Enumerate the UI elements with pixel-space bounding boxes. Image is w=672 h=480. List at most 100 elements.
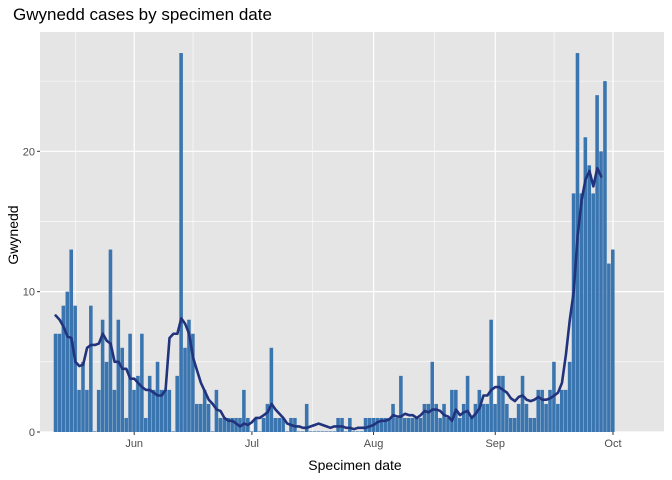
bar	[340, 417, 344, 432]
bar	[167, 389, 172, 432]
y-axis: 0 10 20	[23, 146, 40, 439]
bar	[175, 375, 179, 432]
bar	[489, 319, 493, 432]
bar	[116, 319, 121, 432]
bar	[556, 403, 560, 432]
bar	[320, 431, 325, 432]
bar	[281, 417, 285, 432]
bar	[151, 389, 156, 432]
bar	[442, 403, 446, 432]
bar	[53, 333, 58, 432]
bar	[524, 403, 529, 432]
bar	[304, 403, 309, 432]
bar	[422, 403, 427, 432]
x-tick-label: Jun	[125, 438, 143, 450]
bar	[81, 361, 85, 432]
bar	[253, 417, 258, 432]
bar	[469, 417, 474, 432]
bar	[587, 165, 592, 432]
bar	[108, 249, 113, 432]
bar	[312, 431, 317, 432]
y-tick-label: 10	[23, 287, 35, 299]
x-tick-label: Jul	[245, 438, 259, 450]
bar	[367, 417, 372, 432]
bar	[261, 417, 266, 432]
bar	[128, 333, 132, 432]
bar	[516, 403, 521, 432]
bar	[183, 347, 187, 432]
bar	[104, 361, 109, 432]
bar	[124, 417, 128, 432]
bar	[410, 417, 415, 432]
bar	[316, 431, 321, 432]
bar	[430, 361, 435, 432]
x-axis-title: Specimen date	[308, 457, 402, 473]
bar	[218, 417, 223, 432]
bar	[493, 403, 497, 432]
bar	[560, 389, 564, 432]
bar	[571, 193, 576, 432]
bar	[226, 417, 230, 432]
bar	[395, 417, 399, 432]
bar	[112, 389, 117, 432]
bar	[512, 417, 517, 432]
bar	[77, 389, 81, 432]
bar	[155, 361, 160, 432]
bar	[308, 431, 313, 432]
bar	[363, 417, 368, 432]
bar	[214, 389, 219, 432]
bar	[607, 263, 611, 432]
bar	[532, 417, 537, 432]
y-tick-label: 0	[29, 427, 35, 439]
bar	[567, 361, 572, 432]
bar	[202, 389, 207, 432]
bar	[300, 431, 305, 432]
bar	[73, 305, 77, 432]
bar	[446, 417, 450, 432]
bar	[391, 403, 395, 432]
bar	[85, 389, 89, 432]
bar	[222, 417, 227, 432]
bar	[57, 333, 62, 432]
bar	[465, 375, 470, 432]
bar	[230, 417, 234, 432]
bar	[355, 431, 360, 432]
bar	[403, 417, 407, 432]
x-tick-label: Aug	[364, 438, 384, 450]
bar	[348, 417, 352, 432]
bar	[536, 389, 541, 432]
bar	[481, 403, 486, 432]
bar	[595, 95, 599, 432]
bar	[485, 403, 489, 432]
x-tick-label: Sep	[485, 438, 505, 450]
x-tick-label: Oct	[604, 438, 621, 450]
bar	[198, 403, 203, 432]
bar	[187, 319, 191, 432]
bar	[61, 305, 66, 432]
bar	[210, 431, 215, 432]
bar	[249, 431, 254, 432]
x-axis: Jun Jul Aug Sep Oct	[125, 432, 622, 450]
bar	[434, 403, 438, 432]
bar	[144, 417, 148, 432]
bar	[269, 347, 274, 432]
bar	[191, 333, 195, 432]
bar	[540, 389, 544, 432]
bar	[89, 305, 93, 432]
bar	[352, 431, 356, 432]
bar	[450, 389, 454, 432]
bar	[242, 389, 246, 432]
bar	[520, 375, 525, 432]
bar	[195, 403, 199, 432]
bar	[579, 193, 584, 432]
bar	[379, 417, 384, 432]
bar	[611, 249, 615, 432]
y-axis-title: Gwynedd	[5, 205, 21, 264]
plot-panel	[40, 32, 664, 432]
bar	[257, 431, 262, 432]
bar	[206, 403, 211, 432]
bar	[399, 375, 403, 432]
bar	[426, 403, 431, 432]
bar	[497, 375, 501, 432]
